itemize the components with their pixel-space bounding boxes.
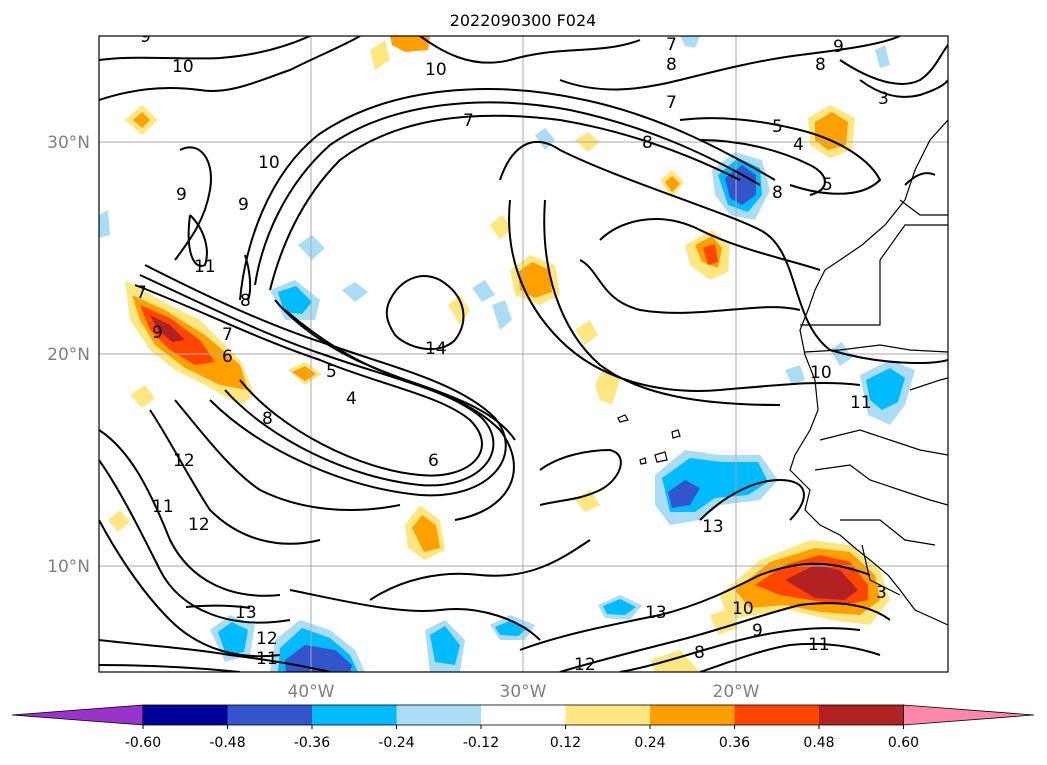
colorbar-segment [734,705,820,725]
contour-label: 8 [642,133,653,153]
colorbar: -0.60 -0.48 -0.36 -0.24 -0.12 0.12 0.24 0.36 0.4… [11,704,1035,751]
colorbar-segment [481,705,566,725]
contour-label: 7 [136,283,147,303]
contour-label: 11 [256,649,278,669]
contour-label: 12 [574,655,596,675]
longitude-labels: 40°W 30°W 20°W [288,682,760,702]
colorbar-tick-label: 0.48 [803,735,834,751]
contour-label: 11 [194,257,216,277]
contour-label: 8 [666,55,677,75]
contour-label: 13 [702,517,724,537]
colorbar-segment [227,705,313,725]
contour-label: 9 [833,37,844,57]
colorbar-segment [143,705,228,725]
contour-label: 10 [425,60,447,80]
contour-label: 8 [772,183,783,203]
contour-label: 11 [850,393,872,413]
coastlines [617,119,948,626]
contour-label: 8 [240,291,251,311]
contour-label: 10 [810,363,832,383]
colorbar-tick-label: 0.60 [888,735,919,751]
lat-label-30n: 30°N [47,133,90,153]
contour-label: 9 [140,27,151,47]
contour-label: 10 [258,153,280,173]
map-title: 2022090300 F024 [450,11,597,30]
contour-label: 4 [346,389,357,409]
contour-label: 12 [188,515,210,535]
contour-lines [99,36,948,672]
colorbar-tick-label: -0.12 [463,735,499,751]
contour-label: 5 [772,117,783,137]
contour-label: 8 [815,55,826,75]
contour-label: 7 [463,111,474,131]
lat-label-10n: 10°N [47,557,90,577]
colorbar-extend-max [903,704,1035,726]
colorbar-segment [312,705,397,725]
contour-labels: 9 10 10 7 8 9 8 7 7 5 3 10 9 9 11 8 7 8 … [136,27,889,675]
contour-label: 9 [176,185,187,205]
contour-label: 7 [666,93,677,113]
contour-label: 14 [425,339,447,359]
lon-label-30w: 30°W [500,682,547,702]
colorbar-segment [650,705,735,725]
contour-label: 7 [666,35,677,55]
contour-label: 11 [808,635,830,655]
contour-label: 3 [878,89,889,109]
contour-label: 12 [173,451,195,471]
contour-label: 9 [152,323,163,343]
colorbar-tick-label: -0.48 [209,735,245,751]
colorbar-tick-label: -0.24 [378,735,414,751]
contour-label: 10 [172,57,194,77]
colorbar-segment [819,705,904,725]
colorbar-tick-label: 0.12 [550,735,581,751]
map-area: 9 10 10 7 8 9 8 7 7 5 3 10 9 9 11 8 7 8 … [99,27,948,675]
colorbar-tick-label: 0.36 [719,735,750,751]
map-frame [98,35,949,673]
contour-label: 13 [235,603,257,623]
contour-label: 6 [428,451,439,471]
colorbar-tick-label: -0.36 [294,735,330,751]
colorbar-tick-label: -0.60 [125,735,161,751]
contour-label: 12 [256,629,278,649]
contour-label: 7 [222,325,233,345]
contour-label: 8 [262,409,273,429]
contour-label: 4 [793,135,804,155]
lat-label-20n: 20°N [47,345,90,365]
contour-label: 3 [876,583,887,603]
colorbar-extend-min [11,704,144,726]
lon-label-20w: 20°W [713,682,760,702]
colorbar-segment [565,705,651,725]
contour-label: 11 [152,497,174,517]
colorbar-segment [396,705,482,725]
latitude-labels: 30°N 20°N 10°N [47,133,90,577]
contour-label: 5 [326,362,337,382]
contour-label: 6 [222,347,233,367]
colorbar-tick-label: 0.24 [634,735,665,751]
contour-label: 5 [822,175,833,195]
contour-label: 9 [752,621,763,641]
contour-label: 9 [238,195,249,215]
contour-label: 10 [732,599,754,619]
contour-label: 13 [645,603,667,623]
colorbar-outline [142,704,904,726]
contour-label: 8 [694,643,705,663]
lon-label-40w: 40°W [288,682,335,702]
